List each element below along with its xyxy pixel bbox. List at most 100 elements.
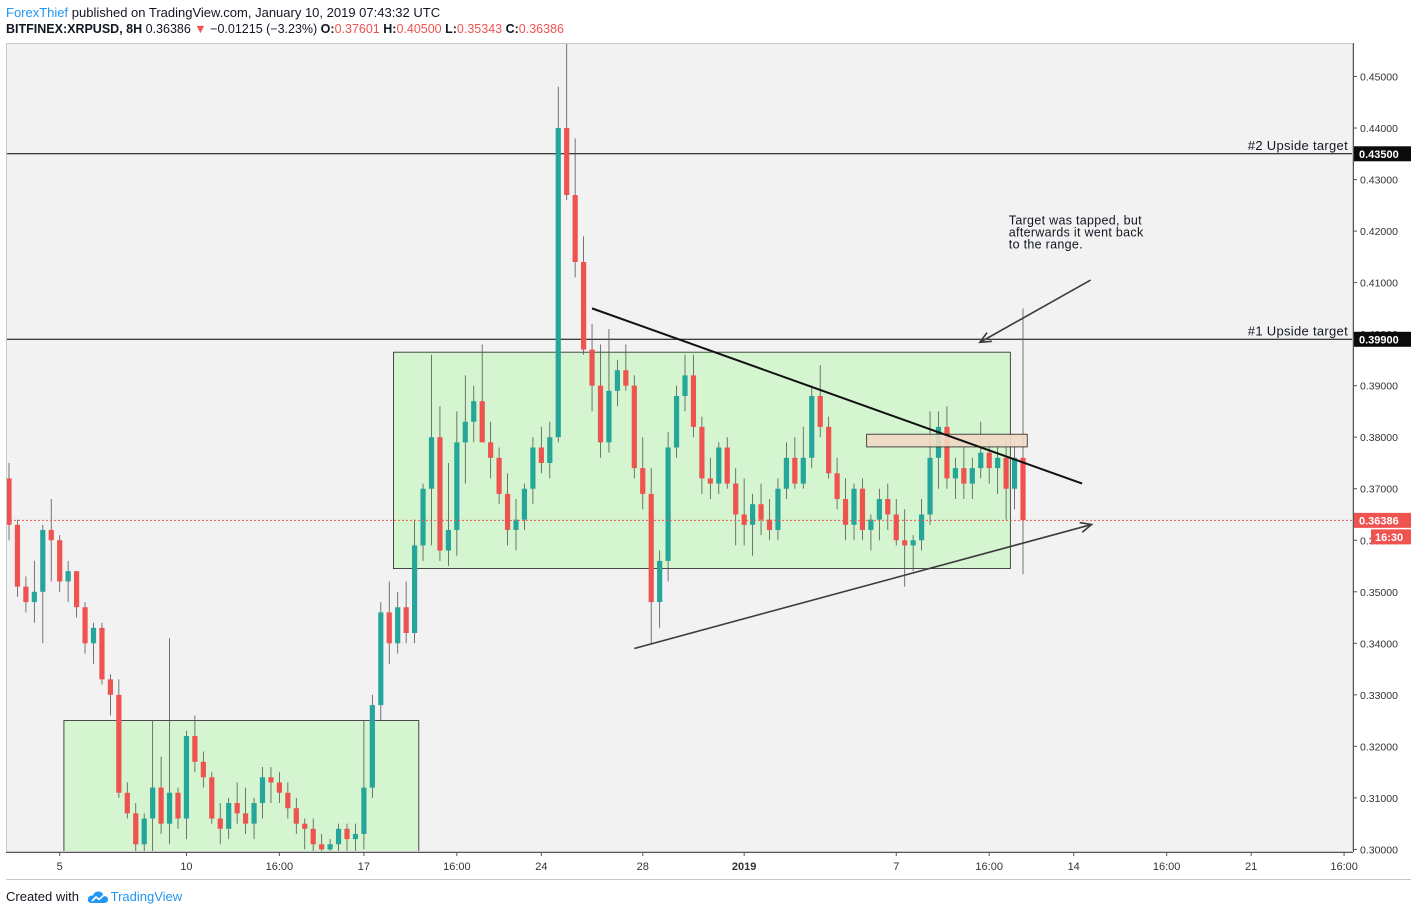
author-link[interactable]: ForexThief [6, 5, 69, 20]
bullish-candle [454, 411, 460, 556]
candle-body [910, 540, 916, 546]
bullish-candle [445, 462, 451, 567]
bullish-candle [876, 488, 882, 541]
bearish-candle [623, 344, 629, 391]
level-line-label: #1 Upside target [1248, 323, 1348, 338]
bearish-candle [842, 478, 849, 541]
candle-body [479, 401, 485, 443]
bearish-candle [504, 473, 511, 546]
annotation-arrow [978, 279, 1091, 344]
bearish-candle [74, 571, 80, 618]
candle-body [420, 488, 426, 546]
close-label: C: [505, 22, 519, 36]
candle-body [952, 468, 958, 479]
bearish-candle [564, 43, 570, 201]
candle-body [57, 540, 63, 582]
bearish-candle [792, 437, 798, 489]
bullish-candle [513, 499, 519, 551]
candle-body [369, 705, 375, 788]
bullish-candle [412, 519, 418, 644]
candle-body [1003, 457, 1009, 489]
candle-body [733, 483, 739, 515]
bearish-candle [961, 447, 967, 500]
candle-body [817, 395, 823, 427]
candle-body [183, 736, 190, 819]
candle-body [403, 607, 409, 634]
bearish-candle [403, 581, 409, 644]
bearish-candle [437, 406, 443, 561]
candle-body [327, 844, 333, 850]
resistance-trendline [591, 307, 1083, 485]
bullish-candle [259, 766, 266, 819]
candle-body [521, 488, 528, 520]
candle-body [352, 833, 359, 840]
candle-body [378, 612, 384, 706]
candle-body [31, 591, 37, 603]
bearish-candle [986, 442, 992, 484]
candle-body [572, 195, 578, 262]
current-price-tag [1354, 512, 1411, 528]
published-header: ForexThief published on TradingView.com,… [6, 5, 440, 20]
candle-body [581, 261, 587, 350]
bearish-candle [57, 535, 63, 592]
candle-body [285, 792, 291, 809]
price-axis-tick-label: 0.37000 [1360, 484, 1398, 496]
bearish-candle [859, 478, 866, 541]
last-price: 0.36386 [145, 22, 191, 36]
bullish-candle [555, 86, 561, 443]
candle-body [200, 761, 206, 778]
tradingview-brand-link[interactable]: TradingView [110, 889, 183, 904]
bearish-candle [302, 818, 308, 850]
candle-body [927, 457, 933, 515]
candle-body [82, 607, 88, 644]
candle-body [707, 478, 713, 484]
candle-body [259, 777, 266, 804]
bullish-candle [995, 447, 1001, 494]
candle-body [276, 782, 282, 793]
candle-body [504, 493, 511, 530]
bullish-candle [775, 478, 781, 541]
bullish-candle [547, 421, 553, 479]
footer: Created with TradingView [6, 889, 182, 904]
candle-body [902, 540, 908, 546]
bearish-candle [386, 581, 392, 664]
time-axis-tick-label: 7 [893, 861, 899, 873]
candle-body [133, 813, 139, 845]
high-value: 0.40500 [396, 22, 442, 36]
bearish-candle [175, 787, 181, 829]
plot-frame [6, 43, 1353, 852]
time-axis-tick-label: 16:00 [1153, 861, 1181, 873]
price-axis-tick-label: 0.35000 [1360, 587, 1398, 599]
bearish-candle [885, 483, 891, 530]
bearish-candle [23, 576, 29, 613]
bearish-candle [699, 416, 705, 494]
bullish-candle [657, 550, 663, 628]
candle-body [107, 679, 113, 695]
level-price-tag [1354, 146, 1411, 162]
bearish-candle [597, 344, 604, 458]
bullish-candle [521, 483, 528, 530]
candle-body [673, 395, 680, 448]
bullish-candle [166, 638, 173, 845]
price-axis-tick-label: 0.43000 [1360, 175, 1398, 187]
open-value: 0.37601 [334, 22, 380, 36]
bullish-candle [327, 839, 333, 852]
candle-body [209, 777, 215, 819]
bullish-candle [378, 602, 384, 721]
candle-body [488, 442, 494, 458]
candle-body [1020, 457, 1026, 521]
chart-area[interactable]: #2 Upside target #1 Upside target Target w… [6, 43, 1411, 880]
candle-body [851, 488, 857, 525]
bullish-candle [927, 411, 933, 525]
candle-body [834, 473, 840, 500]
price-axis-tick-label: 0.42000 [1360, 226, 1398, 238]
bullish-candle [682, 354, 688, 412]
price-chart[interactable]: #2 Upside target #1 Upside target Target w… [6, 43, 1411, 880]
bearish-candle [107, 674, 113, 716]
low-label: L: [445, 22, 457, 36]
candle-body [116, 694, 122, 793]
time-axis-tick-label: 28 [637, 861, 649, 873]
bearish-candle [99, 622, 105, 685]
bullish-candle [614, 359, 620, 407]
time-axis-tick-label: 2019 [732, 861, 756, 873]
